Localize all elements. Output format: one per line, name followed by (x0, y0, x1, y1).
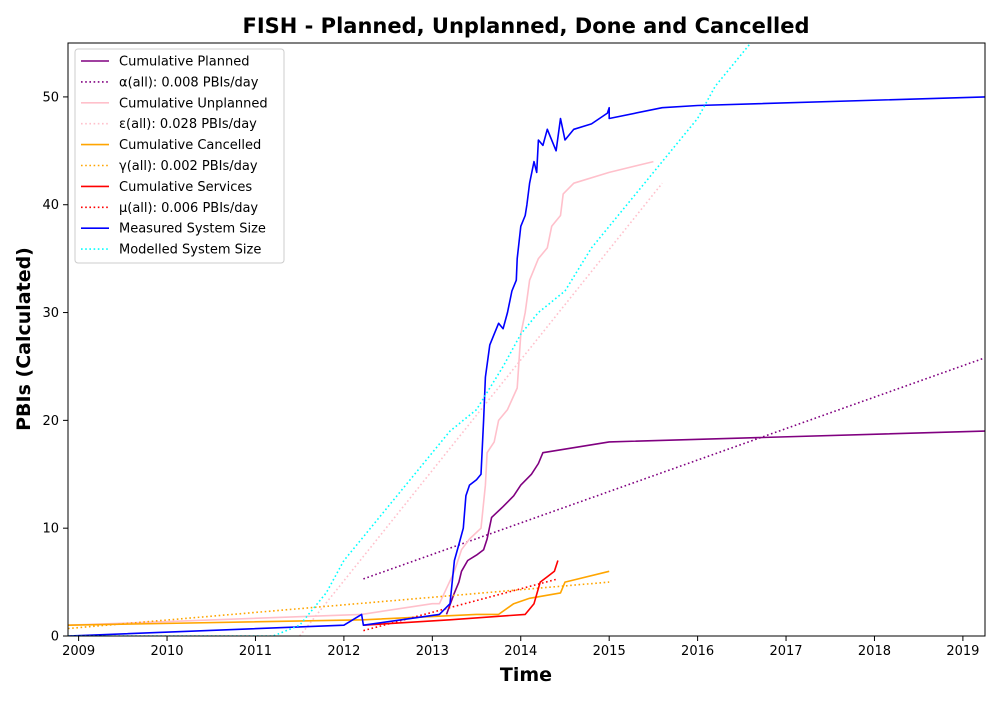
y-axis-label: PBIs (Calculated) (13, 247, 35, 431)
y-tick-label: 30 (42, 306, 59, 321)
legend-label: μ(all): 0.006 PBIs/day (119, 201, 258, 216)
legend-label: Cumulative Cancelled (119, 138, 261, 153)
plot-frame (67, 42, 986, 637)
series-line-0 (445, 430, 985, 615)
series-line-6 (363, 560, 559, 626)
legend-label: γ(all): 0.002 PBIs/day (119, 159, 258, 174)
legend-label: Cumulative Planned (119, 55, 249, 70)
x-tick-label: 2016 (681, 644, 714, 659)
x-tick-label: 2018 (858, 644, 891, 659)
legend: Cumulative Planned α(all): 0.008 PBIs/day… (74, 48, 285, 264)
legend-label: α(all): 0.008 PBIs/day (119, 75, 259, 90)
x-tick-label: 2017 (769, 644, 802, 659)
chart-title: FISH - Planned, Unplanned, Done and Canc… (242, 14, 809, 38)
x-tick-label: 2015 (593, 644, 626, 659)
series-line-8 (68, 96, 985, 636)
x-axis-label: Time (500, 664, 552, 686)
series-line-1 (363, 357, 985, 580)
y-tick-label: 20 (42, 414, 59, 429)
x-tick-label: 2012 (327, 644, 360, 659)
legend-label: ε(all): 0.028 PBIs/day (119, 117, 257, 132)
series-line-4 (68, 570, 610, 626)
x-tick-label: 2010 (150, 644, 183, 659)
x-tick-label: 2009 (62, 644, 95, 659)
y-tick-label: 50 (42, 90, 59, 105)
y-tick-label: 40 (42, 198, 59, 213)
legend-label: Measured System Size (119, 222, 266, 237)
legend-box (74, 48, 285, 264)
series-line-2 (68, 160, 654, 626)
legend-label: Cumulative Services (119, 180, 252, 195)
series-line-9 (68, 43, 752, 636)
x-tick-label: 2014 (504, 644, 537, 659)
x-tick-label: 2019 (946, 644, 979, 659)
x-tick-label: 2011 (239, 644, 272, 659)
legend-label: Cumulative Unplanned (119, 96, 268, 111)
legend-label: Modelled System Size (119, 243, 261, 258)
series-line-3 (299, 182, 663, 636)
y-tick-label: 0 (51, 630, 59, 645)
series-line-7 (363, 578, 559, 632)
y-tick-label: 10 (42, 522, 59, 537)
x-tick-label: 2013 (416, 644, 449, 659)
